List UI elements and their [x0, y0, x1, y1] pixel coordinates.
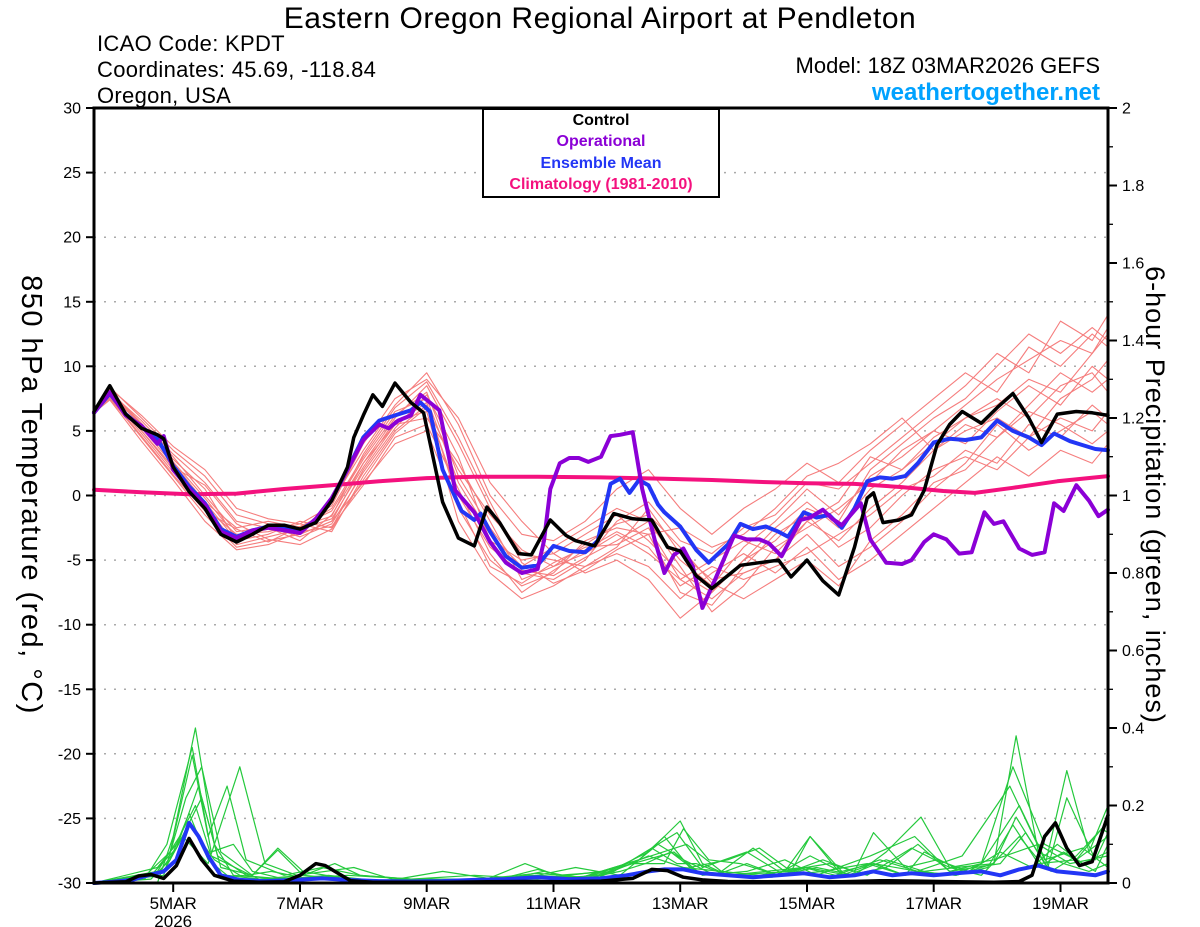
svg-text:7MAR: 7MAR — [276, 894, 323, 913]
legend-item-climatology: Climatology (1981-2010) — [509, 175, 693, 193]
svg-text:30: 30 — [63, 101, 81, 118]
svg-text:19MAR: 19MAR — [1032, 894, 1089, 913]
precip-member-line — [93, 766, 1109, 884]
precip-member-line — [93, 746, 1109, 884]
temp-member-line — [93, 333, 1109, 542]
temp-member-line — [93, 398, 1109, 606]
svg-text:17MAR: 17MAR — [905, 894, 962, 913]
x-axis-year-label: 2026 — [154, 912, 192, 927]
svg-text:1.4: 1.4 — [1122, 333, 1144, 350]
region-line: Oregon, USA — [97, 83, 232, 108]
svg-text:-30: -30 — [58, 876, 81, 893]
svg-text:1: 1 — [1122, 488, 1131, 505]
svg-text:0: 0 — [72, 488, 81, 505]
site-link[interactable]: weathertogether.net — [871, 79, 1100, 106]
svg-text:-10: -10 — [58, 617, 81, 634]
model-info-block: Model: 18Z 03MAR2026 GEFS weathertogethe… — [796, 52, 1100, 106]
right-axis-title: 6-hour Precipitation (green, inches) — [1140, 266, 1170, 724]
legend-item-ensemble-mean: Ensemble Mean — [540, 154, 662, 172]
right-axis-ticks: 2 1.8 1.6 1.4 1.2 1 0.8 0.6 0.4 0.2 0 — [1108, 101, 1144, 893]
svg-text:0.8: 0.8 — [1122, 566, 1144, 583]
temp-ensemble-members — [93, 314, 1109, 619]
left-axis-title: 850 hPa Temperature (red, °C) — [15, 275, 47, 715]
temp-member-line — [93, 327, 1109, 619]
svg-text:5: 5 — [72, 423, 81, 440]
svg-text:-20: -20 — [58, 746, 81, 763]
svg-text:1.2: 1.2 — [1122, 411, 1144, 428]
legend-item-control: Control — [572, 112, 630, 130]
precip-member-line — [93, 766, 1109, 884]
svg-text:0.6: 0.6 — [1122, 643, 1144, 660]
svg-text:10: 10 — [63, 359, 81, 376]
temp-member-line — [93, 327, 1109, 600]
legend-box: Control Operational Ensemble Mean Climat… — [482, 108, 720, 198]
gridlines — [94, 171, 1108, 820]
svg-text:11MAR: 11MAR — [526, 894, 581, 913]
svg-text:2: 2 — [1122, 101, 1131, 118]
left-axis-ticks: 30 25 20 15 10 5 0 -5 -10 -15 -20 -25 -30 — [58, 101, 94, 893]
svg-text:9MAR: 9MAR — [403, 894, 450, 913]
page-title: Eastern Oregon Regional Airport at Pendl… — [283, 2, 917, 35]
coordinates-line: Coordinates: 45.69, -118.84 — [97, 57, 377, 82]
temp-member-line — [93, 314, 1109, 581]
svg-text:13MAR: 13MAR — [652, 894, 709, 913]
ensemble-mean-precip-line — [92, 820, 1110, 885]
svg-text:-25: -25 — [58, 811, 81, 828]
svg-text:-5: -5 — [67, 553, 81, 570]
svg-text:0: 0 — [1122, 876, 1131, 893]
control-temp-line — [92, 381, 1110, 597]
svg-text:0.4: 0.4 — [1122, 721, 1144, 738]
temp-member-line — [93, 365, 1109, 613]
model-run-line: Model: 18Z 03MAR2026 GEFS — [795, 53, 1100, 78]
climatology-line — [92, 474, 1110, 497]
operational-temp-line — [92, 390, 1110, 610]
icao-code-line: ICAO Code: KPDT — [97, 31, 285, 56]
station-info-block: ICAO Code: KPDT Coordinates: 45.69, -118… — [97, 31, 376, 109]
precip-member-line — [93, 797, 1109, 884]
svg-text:1.8: 1.8 — [1122, 178, 1144, 195]
svg-text:5MAR: 5MAR — [150, 894, 197, 913]
svg-text:0.2: 0.2 — [1122, 798, 1144, 815]
svg-text:-15: -15 — [58, 682, 81, 699]
ensemble-mean-temp-line — [92, 391, 1110, 570]
svg-text:15MAR: 15MAR — [779, 894, 836, 913]
svg-text:1.6: 1.6 — [1122, 256, 1144, 273]
svg-text:15: 15 — [63, 294, 81, 311]
legend-item-operational: Operational — [556, 133, 646, 151]
svg-text:20: 20 — [63, 230, 81, 247]
svg-text:25: 25 — [63, 165, 81, 182]
generated-chart: 302520151050-5-10-15-20-25-3021.81.61.41… — [58, 101, 1144, 927]
temp-member-line — [93, 399, 1109, 593]
precip-ensemble-members — [93, 727, 1109, 884]
precip-member-line — [93, 766, 1109, 884]
